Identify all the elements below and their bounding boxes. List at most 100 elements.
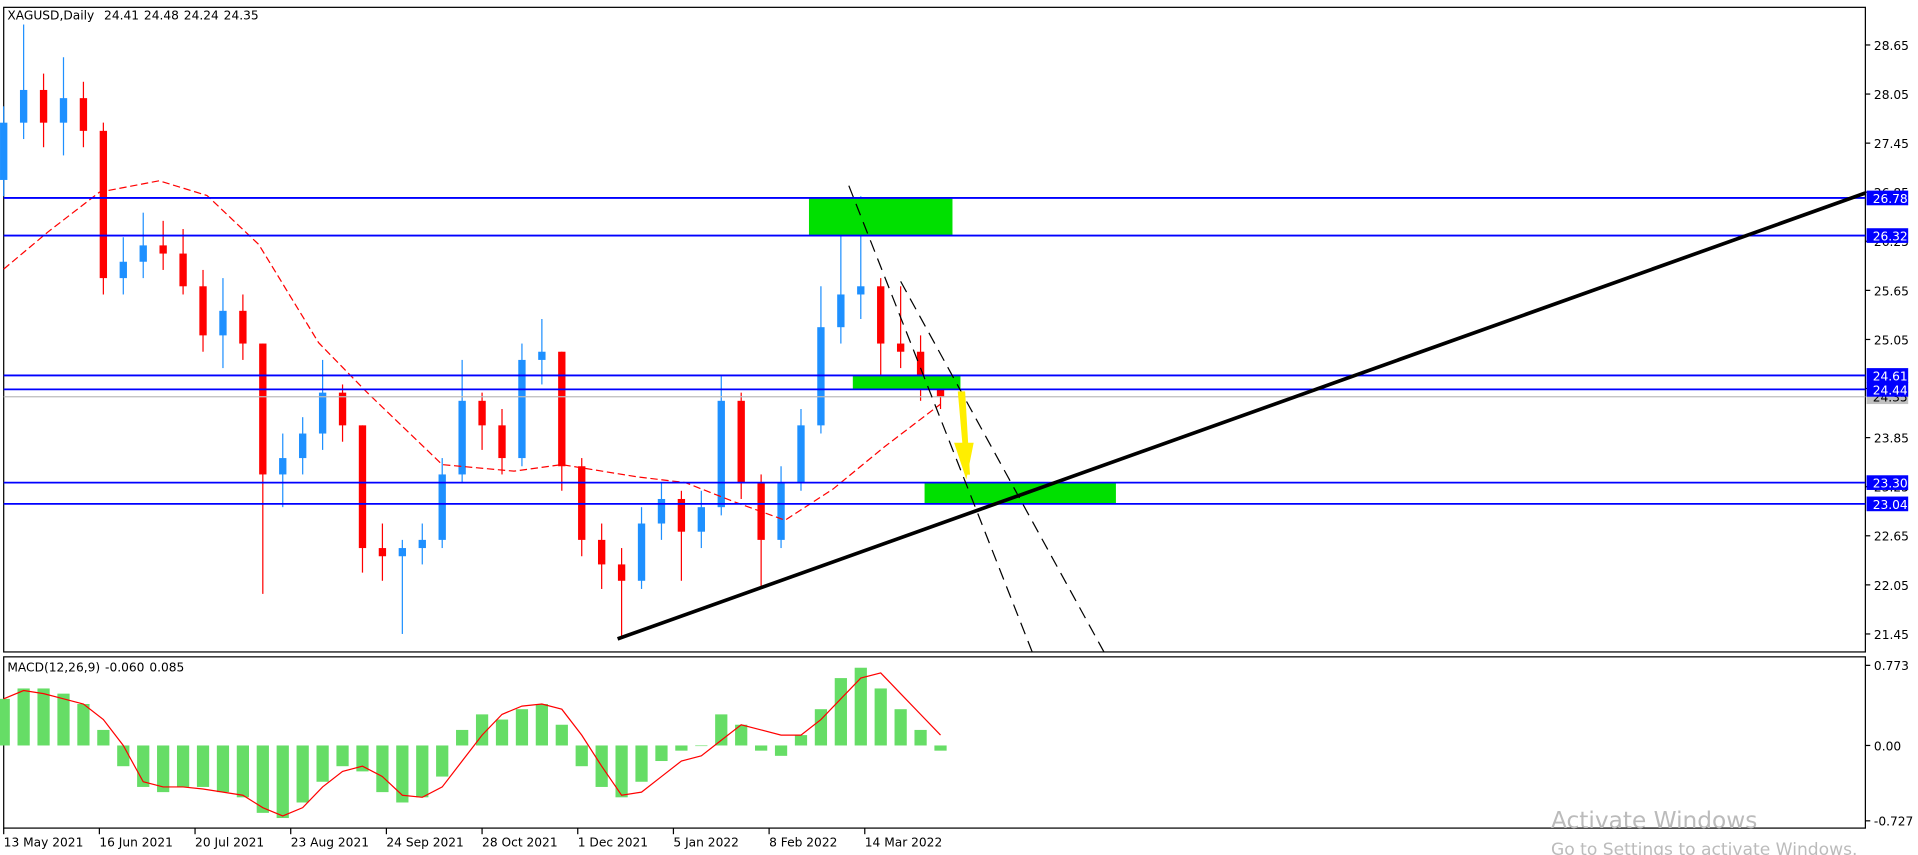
level-label: 23.04 <box>1873 498 1908 512</box>
level-label: 26.78 <box>1873 192 1908 206</box>
candle-body <box>219 310 227 336</box>
candle-body <box>518 359 526 459</box>
y-tick-label: 27.45 <box>1874 137 1909 151</box>
level-box <box>1866 475 1909 490</box>
candle-body <box>159 245 167 254</box>
trendline <box>848 185 1033 653</box>
y-tick-label: 0.773 <box>1874 659 1909 673</box>
level-label: 24.44 <box>1873 383 1908 397</box>
macd-bar <box>176 745 190 787</box>
zone <box>808 197 953 236</box>
x-tick-label: 8 Feb 2022 <box>769 835 837 849</box>
level-box <box>1866 382 1909 397</box>
trendline <box>900 281 1105 653</box>
trendline <box>616 191 1866 641</box>
x-tick-label: 20 Jul 2021 <box>195 835 264 849</box>
macd-bar <box>0 698 10 746</box>
candle-body <box>617 564 626 581</box>
y-tick-label: 21.45 <box>1874 628 1909 642</box>
candle-body <box>358 425 367 549</box>
macd-bar <box>276 745 289 819</box>
level-label: 23.30 <box>1873 477 1908 491</box>
x-tick-label: 23 Aug 2021 <box>291 835 369 849</box>
watermark-subtitle: Go to Settings to activate Windows. <box>1551 840 1857 855</box>
macd-bar <box>356 745 369 772</box>
macd-bar <box>535 704 548 746</box>
candle-body <box>558 351 566 467</box>
x-tick-label: 28 Oct 2021 <box>482 835 558 849</box>
header-symbol: XAGUSD,Daily 24.41 24.48 24.24 24.35 <box>7 9 258 23</box>
candle-body <box>239 310 247 344</box>
ohlc: 24.24 <box>184 9 219 23</box>
macd-bar <box>37 688 50 746</box>
candle-body <box>418 539 426 549</box>
y-tick-label: 23.85 <box>1874 432 1909 446</box>
candle-body <box>398 548 407 557</box>
candle-body <box>657 498 666 524</box>
level-label: 24.61 <box>1873 369 1908 383</box>
candle-body <box>119 261 127 279</box>
macd-value: -0.060 <box>105 661 144 675</box>
moving-average <box>3 180 941 521</box>
watermark-title: Activate Windows <box>1551 807 1757 834</box>
candle-body <box>857 286 865 295</box>
macd-bar <box>794 735 808 746</box>
y-tick-label: 22.65 <box>1874 530 1909 544</box>
x-tick-label: 5 Jan 2022 <box>673 835 738 849</box>
y-tick-label: 28.05 <box>1874 88 1909 102</box>
y-tick-label: 25.05 <box>1874 333 1909 347</box>
macd-bar <box>555 724 568 746</box>
candle-body <box>299 433 307 459</box>
macd-bar <box>316 745 329 782</box>
macd-bar <box>456 729 469 746</box>
x-tick-label: 24 Sep 2021 <box>386 835 463 849</box>
y-tick-label: 22.05 <box>1874 579 1909 593</box>
candle-body <box>697 507 705 532</box>
level-box <box>1866 496 1909 512</box>
candle-body <box>79 98 88 131</box>
macd-bar <box>475 714 489 746</box>
plot-layer: 0.773 0.00 -0.727 13 May 2021 16 Jun 2021 20 … <box>0 24 1913 849</box>
candle-body <box>259 343 267 475</box>
macd-bar <box>495 719 509 746</box>
macd-bar <box>874 688 887 746</box>
macd-bar <box>635 745 648 782</box>
macd-bar <box>615 745 628 798</box>
candle-body <box>179 253 187 287</box>
y-tick-label: 25.65 <box>1874 284 1909 298</box>
ohlc: 24.48 <box>144 9 179 23</box>
macd-bar <box>236 745 250 798</box>
macd-bar <box>934 745 947 751</box>
zone <box>852 375 961 390</box>
x-tick-label: 13 May 2021 <box>4 835 84 849</box>
level-box <box>1866 190 1909 206</box>
macd-bar <box>515 709 529 746</box>
macd-bar <box>834 678 847 746</box>
macd-bar <box>914 729 927 746</box>
macd-bar <box>17 688 30 746</box>
candle-body <box>737 400 745 483</box>
candle-body <box>59 98 68 123</box>
candle-body <box>279 458 287 475</box>
candle-body <box>837 294 845 328</box>
candle-body <box>338 392 347 426</box>
macd-bar <box>256 745 269 813</box>
candle-body <box>538 351 546 360</box>
candle-body <box>936 384 945 397</box>
candle-body <box>677 498 686 532</box>
y-tick-label: 0.00 <box>1874 739 1901 753</box>
candle-body <box>797 425 805 483</box>
macd-bar <box>196 745 210 787</box>
candle-body <box>39 89 48 123</box>
candle-body <box>139 245 147 262</box>
level-box <box>1866 228 1909 243</box>
macd-bar <box>436 745 449 777</box>
candle-body <box>458 400 466 475</box>
macd-name: MACD(12,26,9) <box>7 661 100 675</box>
axis-labels: 28.6528.0527.4526.8526.2525.6525.0524.45… <box>1866 39 1909 642</box>
candle-body <box>777 482 785 540</box>
candle-body <box>597 539 606 565</box>
